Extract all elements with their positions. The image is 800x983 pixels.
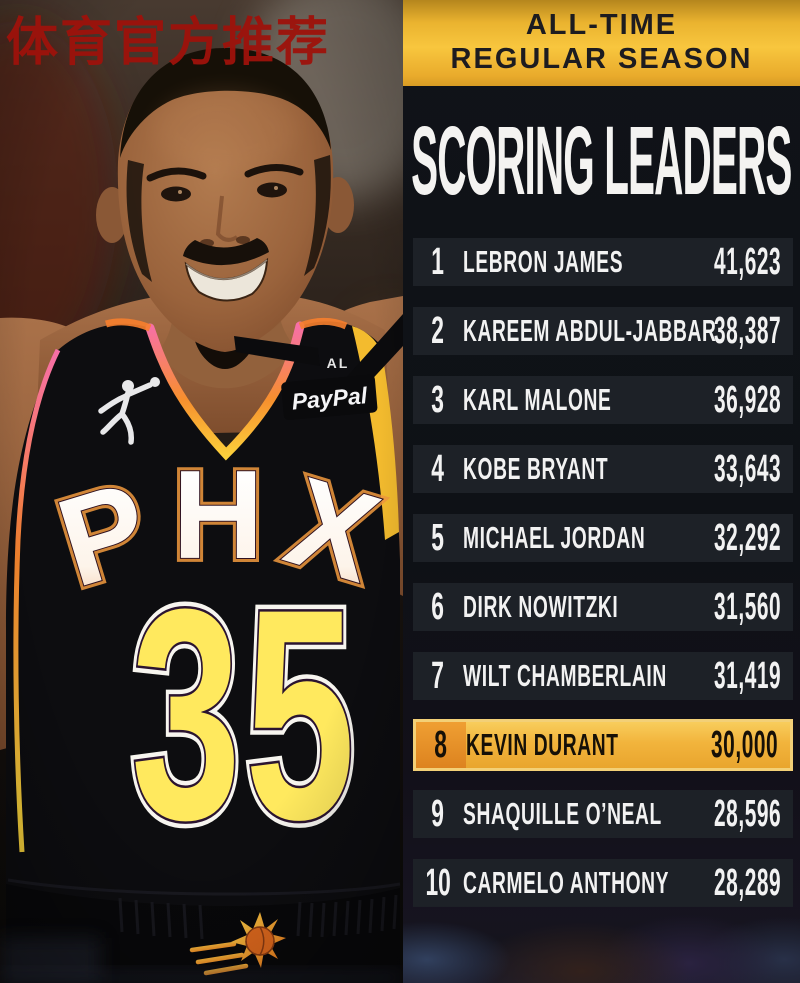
points-value: 36,928 <box>713 378 781 421</box>
points-cell: 41,623 <box>659 238 793 286</box>
table-row: 6 DIRK NOWITZKI 31,560 <box>413 583 793 631</box>
rank-cell-bg: 3 <box>413 376 463 424</box>
points-cell: 33,643 <box>659 445 793 493</box>
player-name: KAREEM ABDUL-JABBAR <box>463 313 717 348</box>
player-name-cell: KEVIN DURANT <box>466 722 656 768</box>
table-row: 10 CARMELO ANTHONY 28,289 <box>413 859 793 907</box>
rank-cell-bg: 4 <box>413 445 463 493</box>
rank-cell-bg: 2 <box>413 307 463 355</box>
player-name: SHAQUILLE O’NEAL <box>463 796 662 831</box>
player-photo-art: AL PayPal PHX PHX 35 35 35 <box>0 0 403 983</box>
rank-cell-bg: 10 <box>413 859 463 907</box>
player-name: KOBE BRYANT <box>463 451 609 486</box>
points-cell: 32,292 <box>659 514 793 562</box>
rank-cell-bg: 7 <box>413 652 463 700</box>
leaderboard-panel: ALL-TIME REGULAR SEASON SCORING LEADERS … <box>403 0 800 983</box>
player-name: KARL MALONE <box>463 382 612 417</box>
rank-cell: 3 <box>431 378 445 421</box>
table-row: 7 WILT CHAMBERLAIN 31,419 <box>413 652 793 700</box>
rank-cell: 4 <box>431 447 445 490</box>
watermark-text: 体育官方推荐 <box>6 15 331 72</box>
rank-cell-bg: 5 <box>413 514 463 562</box>
points-value: 28,596 <box>713 792 781 835</box>
player-name-cell: KARL MALONE <box>463 376 659 424</box>
points-value: 41,623 <box>713 240 781 283</box>
player-name: DIRK NOWITZKI <box>463 589 619 624</box>
player-name-cell: CARMELO ANTHONY <box>463 859 669 907</box>
points-value: 33,643 <box>713 447 781 490</box>
points-cell: 31,560 <box>659 583 793 631</box>
player-name-cell: KOBE BRYANT <box>463 445 659 493</box>
rank-cell: 5 <box>431 516 445 559</box>
player-name-cell: SHAQUILLE O’NEAL <box>463 790 662 838</box>
rank-cell-bg: 6 <box>413 583 463 631</box>
rank-cell: 2 <box>431 309 445 352</box>
panel-title-wrap: SCORING LEADERS <box>403 86 800 236</box>
table-row: 8 KEVIN DURANT 30,000 <box>413 719 793 771</box>
player-name-cell: WILT CHAMBERLAIN <box>463 652 666 700</box>
player-photo: AL PayPal PHX PHX 35 35 35 <box>0 0 403 983</box>
points-value: 28,289 <box>713 861 781 904</box>
table-row: 1 LEBRON JAMES 41,623 <box>413 238 793 286</box>
rank-cell-bg: 8 <box>416 722 466 768</box>
points-value: 31,419 <box>713 654 781 697</box>
player-name-cell: MICHAEL JORDAN <box>463 514 659 562</box>
rank-cell: 10 <box>425 861 451 904</box>
rank-cell: 1 <box>431 240 445 283</box>
points-cell: 28,596 <box>659 790 793 838</box>
table-row: 2 KAREEM ABDUL-JABBAR 38,387 <box>413 307 793 355</box>
points-cell: 30,000 <box>656 722 790 768</box>
rank-cell: 9 <box>431 792 445 835</box>
table-row: 4 KOBE BRYANT 33,643 <box>413 445 793 493</box>
table-row: 9 SHAQUILLE O’NEAL 28,596 <box>413 790 793 838</box>
table-row: 5 MICHAEL JORDAN 32,292 <box>413 514 793 562</box>
header-line1: ALL-TIME <box>525 9 678 42</box>
points-cell: 31,419 <box>659 652 793 700</box>
rank-cell-bg: 1 <box>413 238 463 286</box>
rank-cell-bg: 9 <box>413 790 463 838</box>
table-row: 3 KARL MALONE 36,928 <box>413 376 793 424</box>
player-name: LEBRON JAMES <box>463 244 624 279</box>
points-cell: 28,289 <box>659 859 793 907</box>
rank-cell: 7 <box>431 654 445 697</box>
rank-cell: 6 <box>431 585 445 628</box>
player-name-cell: KAREEM ABDUL-JABBAR <box>463 307 716 355</box>
player-name: CARMELO ANTHONY <box>463 865 670 900</box>
panel-bottom-fade <box>403 905 800 983</box>
panel-header: ALL-TIME REGULAR SEASON <box>403 0 800 86</box>
player-name: MICHAEL JORDAN <box>463 520 646 555</box>
player-name-cell: LEBRON JAMES <box>463 238 659 286</box>
player-name: WILT CHAMBERLAIN <box>463 658 667 693</box>
points-value: 31,560 <box>713 585 781 628</box>
rank-cell: 8 <box>434 723 448 766</box>
points-cell: 36,928 <box>659 376 793 424</box>
points-value: 30,000 <box>710 723 778 766</box>
leaderboard-list: 1 LEBRON JAMES 41,623 2 KAREEM ABDUL-JAB… <box>413 238 793 907</box>
player-name-cell: DIRK NOWITZKI <box>463 583 659 631</box>
points-value: 32,292 <box>713 516 781 559</box>
panel-title: SCORING LEADERS <box>411 106 792 215</box>
points-cell: 38,387 <box>659 307 793 355</box>
points-value: 38,387 <box>713 309 781 352</box>
player-name: KEVIN DURANT <box>466 727 619 762</box>
header-line2: REGULAR SEASON <box>450 43 753 75</box>
